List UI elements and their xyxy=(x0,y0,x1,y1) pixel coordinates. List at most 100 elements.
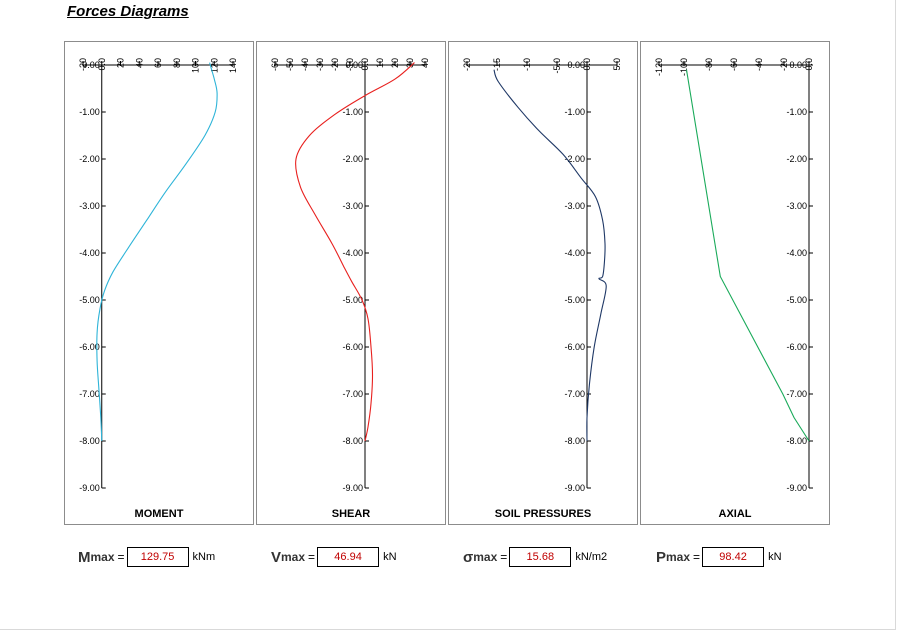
shear-y-tick-label: -6.00 xyxy=(342,342,363,352)
axial-x-tick-label: -60 xyxy=(729,58,739,71)
moment-x-tick-label: 40 xyxy=(134,58,144,68)
shear-y-tick-label: -1.00 xyxy=(342,107,363,117)
soil-pressures-y-tick-label: -4.00 xyxy=(564,248,585,258)
moment-label: MOMENT xyxy=(134,508,184,520)
soil-pressures-x-tick-label: 5.0 xyxy=(612,58,622,71)
page-title: Forces Diagrams xyxy=(67,3,189,20)
moment-y-tick-label: 0.00 xyxy=(82,60,100,70)
shear-unit: kN xyxy=(383,551,397,563)
soil-pressures-x-tick-label: 0.0 xyxy=(582,58,592,71)
shear-label: SHEAR xyxy=(331,508,371,520)
sigma-symbol: σ xyxy=(463,548,474,566)
shear-x-tick-label: 20 xyxy=(390,58,400,68)
axial-unit: kN xyxy=(768,551,782,563)
soil-pressures-panel: -20 -15 -10 -5.0 0.0 5.0 0.00 -1.00 -2.00 -3.00 -4… xyxy=(448,41,638,525)
soil-pressures-x-tick-label: -20 xyxy=(462,58,472,71)
moment-x-tick-label: 0.0 xyxy=(97,58,107,71)
axial-y-tick-label: -2.00 xyxy=(786,154,807,164)
axial-y-tick-label: -3.00 xyxy=(786,201,807,211)
soil-pressures-y-tick-label: -6.00 xyxy=(564,342,585,352)
shear-subscript: max xyxy=(281,550,306,564)
soil-pressures-x-tick-label: -5.0 xyxy=(552,58,562,74)
soil-pressures-y-tick-label: -7.00 xyxy=(564,389,585,399)
shear-y-tick-label: 0.00 xyxy=(345,60,363,70)
shear-x-tick-label: 30 xyxy=(405,58,415,68)
equals-sign: = xyxy=(308,550,316,564)
shear-symbol: V xyxy=(271,548,282,566)
soil-pressures-series-line xyxy=(493,69,607,442)
axial-x-tick-label: -20 xyxy=(779,58,789,71)
soil-pressures-y-tick-label: -3.00 xyxy=(564,201,585,211)
moment-x-tick-label: 60 xyxy=(153,58,163,68)
moment-unit: kNm xyxy=(192,551,216,563)
axial-y-tick-label: -5.00 xyxy=(786,295,807,305)
axial-y-tick-label: -1.00 xyxy=(786,107,807,117)
sigma-subscript: max xyxy=(473,550,498,564)
soil-pressures-y-tick-label: -1.00 xyxy=(564,107,585,117)
shear-x-tick-label: 0.0 xyxy=(360,58,370,71)
moment-y-tick-label: -4.00 xyxy=(79,248,100,258)
moment-x-tick-label: 120 xyxy=(209,58,219,73)
axial-max-value: 98.42 xyxy=(702,547,765,567)
axial-y-tick-label: -7.00 xyxy=(786,389,807,399)
shear-y-tick-label: -7.00 xyxy=(342,389,363,399)
moment-diagram: -20 0.0 20 40 60 80 100 120 140 0.00 -1.00 -2.00 -3.… xyxy=(78,58,238,493)
moment-y-tick-label: -7.00 xyxy=(79,389,100,399)
moment-x-tick-label: -20 xyxy=(78,58,88,71)
axial-symbol: P xyxy=(656,548,667,566)
moment-y-tick-label: -3.00 xyxy=(79,201,100,211)
shear-x-tick-label: 10 xyxy=(375,58,385,68)
equals-sign: = xyxy=(117,550,125,564)
shear-x-tick-label: -30 xyxy=(315,58,325,71)
moment-y-tick-label: -1.00 xyxy=(79,107,100,117)
axial-y-tick-label: -9.00 xyxy=(786,483,807,493)
shear-x-tick-label: -20 xyxy=(330,58,340,71)
shear-y-tick-label: -9.00 xyxy=(342,483,363,493)
equals-sign: = xyxy=(500,550,508,564)
moment-y-tick-label: -9.00 xyxy=(79,483,100,493)
axial-x-tick-label: -40 xyxy=(754,58,764,71)
shear-x-tick-label: -40 xyxy=(300,58,310,71)
axial-series-line xyxy=(685,69,810,442)
soil-pressure-unit: kN/m2 xyxy=(575,551,608,563)
moment-y-tick-label: -8.00 xyxy=(79,436,100,446)
equals-sign: = xyxy=(693,550,701,564)
soil-pressures-y-tick-label: -5.00 xyxy=(564,295,585,305)
moment-symbol: M xyxy=(78,548,91,566)
axial-diagram: -120 -100 -80 -60 -40 -20 0.00.00 -1.00 -2.00 -3.… xyxy=(654,58,814,493)
moment-max-value: 129.75 xyxy=(126,547,189,567)
axial-y-tick-label: 0.00 xyxy=(789,60,807,70)
soil-pressure-max-summary: σ max = 15.68 kN/m2 xyxy=(463,546,607,568)
soil-pressures-x-tick-label: -10 xyxy=(522,58,532,71)
moment-x-tick-label: 80 xyxy=(172,58,182,68)
axial-y-tick-label: -4.00 xyxy=(786,248,807,258)
soil-pressures-x-tick-label: -15 xyxy=(492,58,502,71)
soil-pressures-y-tick-label: 0.00 xyxy=(567,60,585,70)
moment-panel: -20 0.0 20 40 60 80 100 120 140 0.00 -1.00 -2.00 -3.… xyxy=(64,41,254,525)
shear-y-tick-label: -3.00 xyxy=(342,201,363,211)
shear-y-tick-label: -2.00 xyxy=(342,154,363,164)
axial-subscript: max xyxy=(666,550,691,564)
axial-y-tick-label: -6.00 xyxy=(786,342,807,352)
shear-y-tick-label: -5.00 xyxy=(342,295,363,305)
axial-y-tick-label: -8.00 xyxy=(786,436,807,446)
soil-pressures-y-tick-label: -2.00 xyxy=(564,154,585,164)
axial-panel: -120 -100 -80 -60 -40 -20 0.0 0.00 -1.00 -2.00 -3.… xyxy=(640,41,830,525)
shear-x-tick-label: -50 xyxy=(285,58,295,71)
soil-pressure-max-value: 15.68 xyxy=(509,547,572,567)
axial-x-tick-label: -100 xyxy=(679,58,689,76)
axial-label: AXIAL xyxy=(718,508,752,520)
shear-max-value: 46.94 xyxy=(317,547,380,567)
shear-series-line xyxy=(295,62,415,442)
shear-panel: -60 -50 -40 -30 -20 -10 0.0 10 20 30 40 0.00 -1.00 -2… xyxy=(256,41,446,525)
shear-x-tick-label: -60 xyxy=(270,58,280,71)
shear-y-tick-label: -8.00 xyxy=(342,436,363,446)
moment-series-line xyxy=(96,62,218,442)
soil-pressures-y-tick-label: -8.00 xyxy=(564,436,585,446)
soil-pressures-y-tick-label: -9.00 xyxy=(564,483,585,493)
shear-y-tick-label: -4.00 xyxy=(342,248,363,258)
